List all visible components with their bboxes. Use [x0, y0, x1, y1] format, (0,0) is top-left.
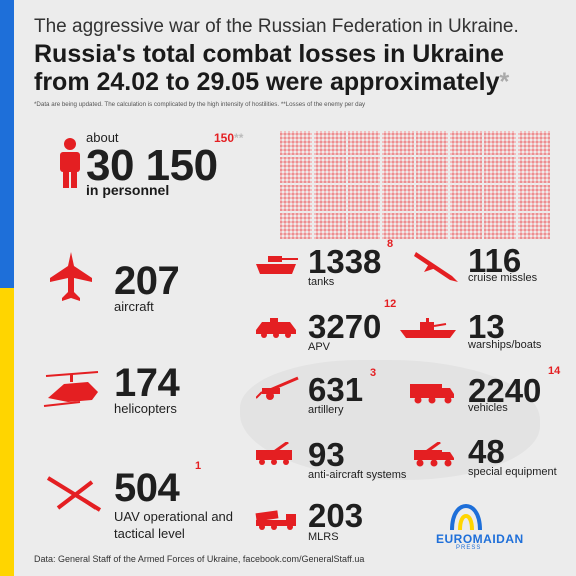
- antiair-icon: [256, 442, 292, 465]
- mlrs-label: MLRS: [308, 531, 339, 543]
- aircraft-label: aircraft: [114, 299, 154, 314]
- tanks-value: 1338: [308, 243, 382, 280]
- apv-icon: [256, 318, 296, 338]
- special-label: special equipment: [468, 466, 557, 478]
- flag-stripe-yellow: [0, 288, 14, 576]
- special-equipment-icon: [414, 442, 454, 467]
- uav-label: UAV operational and tactical level: [114, 509, 234, 541]
- antiair-value: 93: [308, 436, 345, 473]
- logo-sub: PRESS: [456, 545, 482, 551]
- title-line-2: from 24.02 to 29.05 were approximately: [34, 68, 500, 96]
- missile-icon: [414, 252, 458, 282]
- apv-value: 3270: [308, 308, 382, 345]
- page-title: Russia's total combat losses in Ukraine …: [34, 40, 509, 96]
- warships-value: 13: [468, 308, 505, 345]
- flag-stripe-blue: [0, 0, 14, 288]
- special-value: 48: [468, 433, 505, 470]
- tanks-daily: 8: [387, 238, 394, 250]
- uav-daily: 1: [195, 460, 202, 472]
- personnel-grid-gaps: [280, 131, 552, 239]
- personnel-value: 30 150: [86, 141, 218, 190]
- helicopters-label: helicopters: [114, 401, 177, 416]
- tank-icon: [256, 256, 298, 274]
- person-icon: [60, 138, 80, 188]
- euromaidan-logo-icon: [450, 503, 482, 531]
- aircraft-icon: [50, 252, 92, 301]
- artillery-value: 631: [308, 371, 364, 408]
- vehicles-label: vehicles: [468, 402, 508, 414]
- personnel-daily: 150**: [214, 131, 244, 145]
- apv-daily: 12: [384, 298, 397, 310]
- logo-name: EUROMAIDAN: [436, 532, 524, 546]
- artillery-daily: 3: [370, 367, 377, 379]
- missiles-label: cruise missles: [468, 272, 538, 284]
- personnel-prefix: about: [86, 130, 119, 145]
- artillery-label: artillery: [308, 404, 344, 416]
- source-note: Data: General Staff of the Armed Forces …: [34, 554, 365, 564]
- uav-icon: [46, 476, 102, 512]
- warship-icon: [400, 318, 456, 338]
- personnel-label: in personnel: [86, 182, 170, 198]
- apv-label: APV: [308, 341, 331, 353]
- vehicle-icon: [410, 384, 454, 404]
- warships-label: warships/boats: [468, 339, 542, 351]
- uav-value: 504: [114, 466, 180, 510]
- antiair-label: anti-aircraft systems: [308, 469, 407, 481]
- title-line-1: Russia's total combat losses in Ukraine: [34, 40, 504, 68]
- helicopter-icon: [43, 371, 99, 407]
- footnote: *Data are being updated. The calculation…: [34, 101, 366, 108]
- missiles-value: 116: [468, 242, 522, 279]
- tanks-label: tanks: [308, 276, 335, 288]
- mlrs-value: 203: [308, 497, 364, 534]
- header-subtitle: The aggressive war of the Russian Federa…: [34, 16, 519, 37]
- artillery-icon: [256, 376, 299, 400]
- mlrs-icon: [255, 510, 296, 530]
- vehicles-daily: 14: [548, 365, 561, 377]
- vehicles-value: 2240: [468, 372, 542, 409]
- helicopters-value: 174: [114, 361, 180, 405]
- aircraft-value: 207: [114, 259, 180, 303]
- title-star: *: [499, 68, 510, 96]
